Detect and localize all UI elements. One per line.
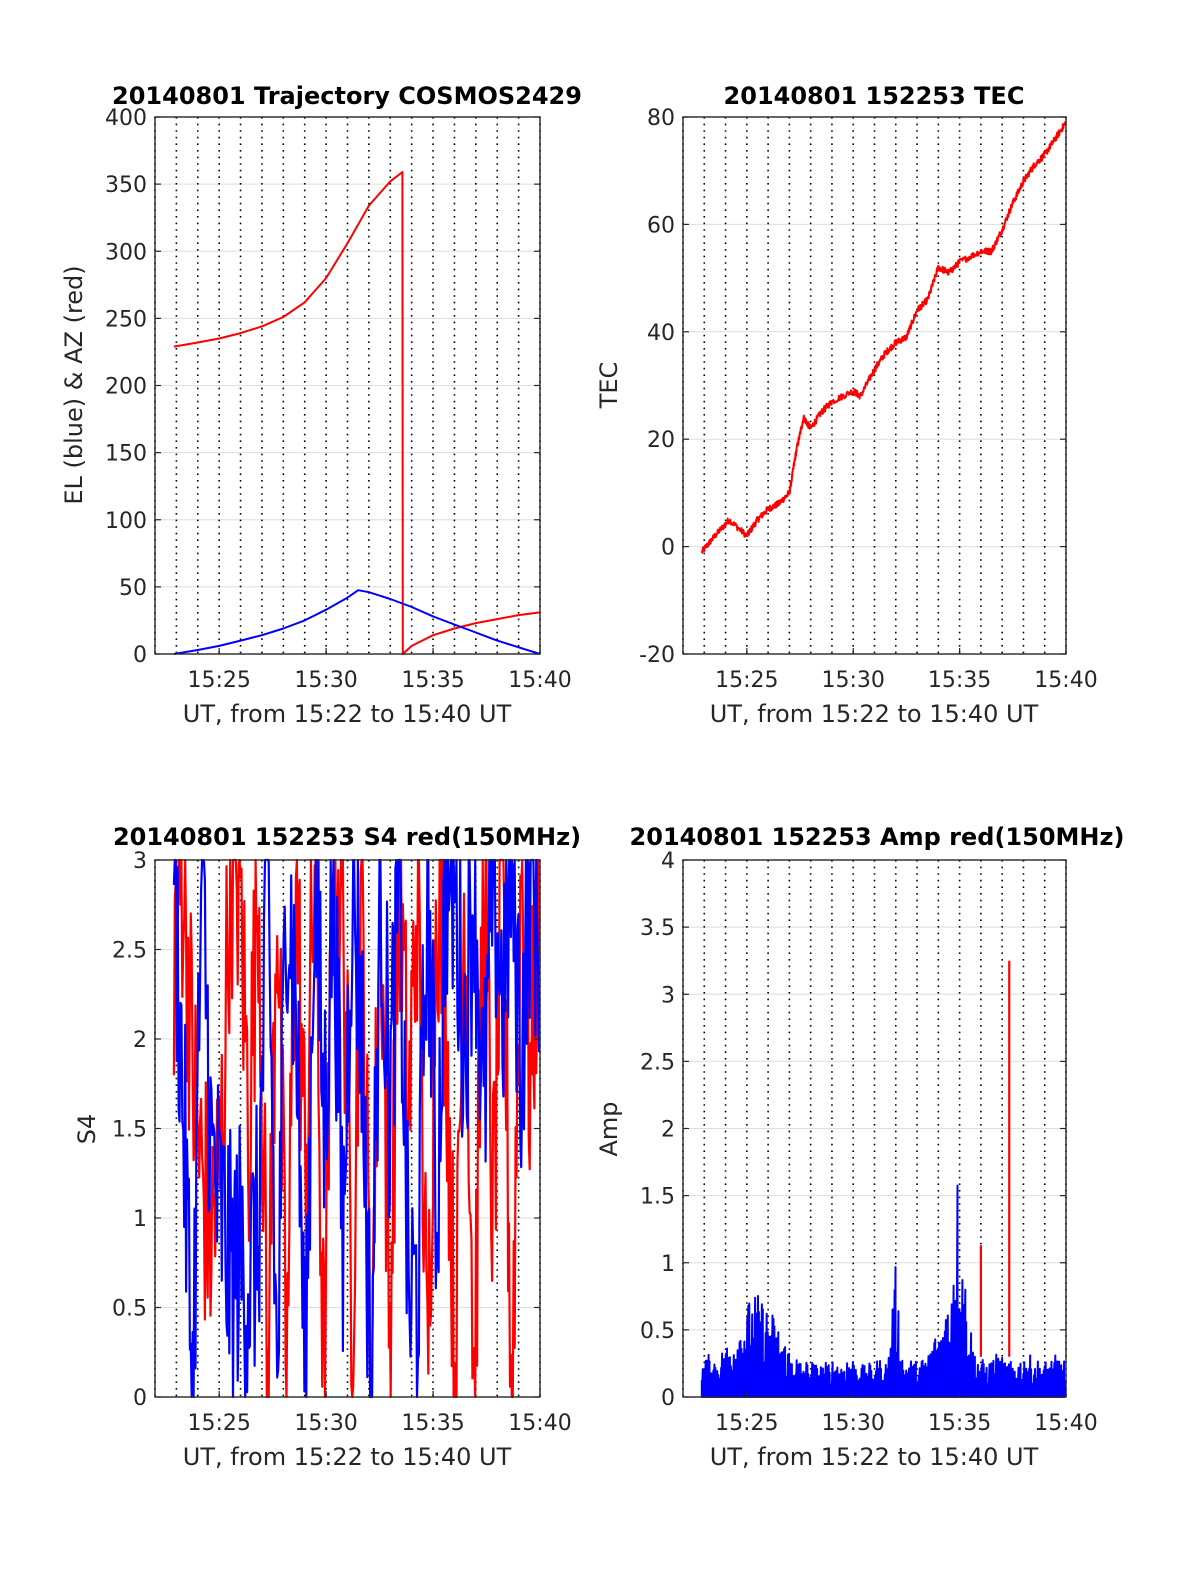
trajectory-title: 20140801 Trajectory COSMOS2429: [112, 82, 582, 110]
trajectory-ytick-label: 150: [105, 442, 147, 467]
s4-ytick-label: 2.5: [112, 939, 147, 964]
trajectory-ytick-label: 400: [105, 106, 147, 131]
tec-ytick-label: 40: [647, 321, 675, 346]
trajectory-panel: 20140801 Trajectory COSMOS2429 UT, from …: [60, 82, 582, 728]
trajectory-series-0: [173, 171, 541, 655]
tec-title: 20140801 152253 TEC: [724, 82, 1025, 110]
s4-xtick-label: 15:35: [401, 1411, 464, 1436]
trajectory-ytick-label: 250: [105, 307, 147, 332]
amp-ytick-label: 0.5: [640, 1319, 675, 1344]
tec-xtick-label: 15:35: [928, 668, 991, 693]
tec-ytick-label: 80: [647, 106, 675, 131]
tec-ytick-label: 60: [647, 213, 675, 238]
amp-title: 20140801 152253 Amp red(150MHz): [630, 823, 1125, 851]
tec-panel: 20140801 152253 TEC UT, from 15:22 to 15…: [595, 82, 1098, 728]
tec-xlabel: UT, from 15:22 to 15:40 UT: [710, 700, 1039, 728]
amp-ytick-label: 3: [661, 983, 675, 1008]
trajectory-ytick-label: 0: [133, 643, 147, 668]
amp-ytick-label: 2: [661, 1118, 675, 1143]
trajectory-ylabel: EL (blue) & AZ (red): [60, 265, 88, 504]
tec-xtick-label: 15:25: [715, 668, 778, 693]
s4-xtick-label: 15:25: [187, 1411, 250, 1436]
amp-ytick-label: 1.5: [640, 1185, 675, 1210]
trajectory-ytick-label: 350: [105, 173, 147, 198]
trajectory-xtick-label: 15:25: [187, 668, 250, 693]
s4-xlabel: UT, from 15:22 to 15:40 UT: [183, 1443, 512, 1471]
amp-ytick-label: 0: [661, 1386, 675, 1411]
s4-ytick-label: 1: [133, 1207, 147, 1232]
amp-xtick-label: 15:25: [715, 1411, 778, 1436]
amp-panel: 20140801 152253 Amp red(150MHz) UT, from…: [595, 823, 1124, 1471]
amp-ytick-label: 3.5: [640, 916, 675, 941]
trajectory-ytick-label: 100: [105, 509, 147, 534]
s4-ytick-label: 3: [133, 849, 147, 874]
s4-title: 20140801 152253 S4 red(150MHz): [113, 823, 581, 851]
s4-ytick-label: 2: [133, 1028, 147, 1053]
s4-xtick-label: 15:40: [508, 1411, 571, 1436]
tec-ytick-label: 0: [661, 536, 675, 561]
s4-ytick-label: 1.5: [112, 1118, 147, 1143]
amp-xtick-label: 15:40: [1034, 1411, 1097, 1436]
s4-ytick-label: 0: [133, 1386, 147, 1411]
s4-ylabel: S4: [73, 1114, 101, 1145]
trajectory-xtick-label: 15:35: [401, 668, 464, 693]
trajectory-xtick-label: 15:40: [508, 668, 571, 693]
amp-ylabel: Amp: [595, 1101, 623, 1156]
amp-xtick-label: 15:35: [928, 1411, 991, 1436]
tec-ytick-label: 20: [647, 428, 675, 453]
trajectory-series-1: [173, 589, 541, 655]
s4-series-1: [172, 858, 541, 1399]
s4-ytick-label: 0.5: [112, 1297, 147, 1322]
tec-xtick-label: 15:40: [1034, 668, 1097, 693]
trajectory-ytick-label: 200: [105, 375, 147, 400]
amp-ytick-label: 2.5: [640, 1050, 675, 1075]
tec-ylabel: TEC: [595, 362, 623, 410]
trajectory-xlabel: UT, from 15:22 to 15:40 UT: [183, 700, 512, 728]
amp-ytick-label: 1: [661, 1252, 675, 1277]
amp-ytick-label: 4: [661, 849, 675, 874]
amp-xtick-label: 15:30: [822, 1411, 885, 1436]
trajectory-ytick-label: 300: [105, 240, 147, 265]
tec-xtick-label: 15:30: [822, 668, 885, 693]
trajectory-ytick-label: 50: [119, 576, 147, 601]
tec-ytick-label: -20: [639, 643, 675, 668]
amp-series-1: [700, 1184, 1066, 1398]
amp-xlabel: UT, from 15:22 to 15:40 UT: [710, 1443, 1039, 1471]
s4-xtick-label: 15:30: [294, 1411, 357, 1436]
s4-panel: 20140801 152253 S4 red(150MHz) UT, from …: [73, 823, 581, 1471]
tec-series-0: [700, 120, 1067, 554]
trajectory-xtick-label: 15:30: [294, 668, 357, 693]
tec-axes-box: [682, 116, 1067, 655]
